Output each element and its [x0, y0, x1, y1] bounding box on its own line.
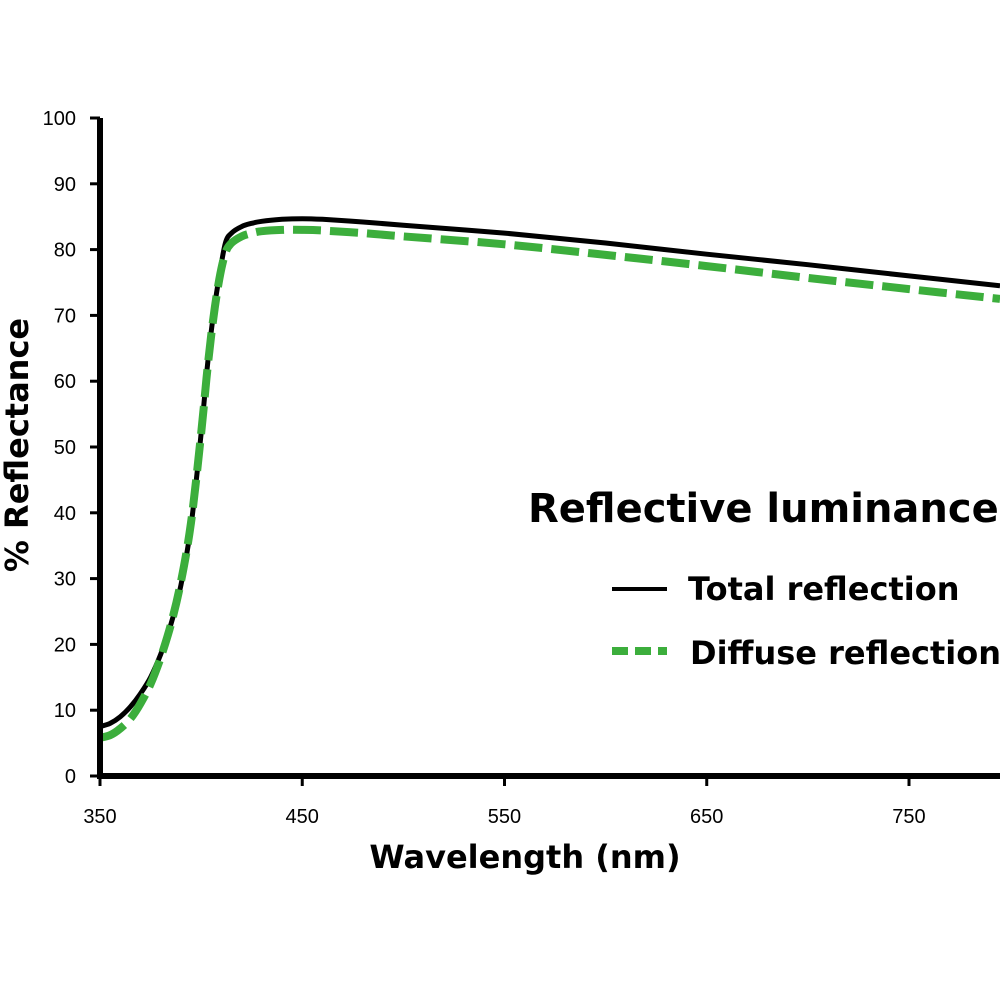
legend-title: Reflective luminance	[528, 486, 999, 532]
x-tick-label: 350	[83, 806, 116, 828]
y-tick-label: 100	[43, 108, 76, 130]
series-line-diffuse-reflection	[99, 225, 1000, 742]
y-tick-label: 10	[54, 700, 76, 722]
y-tick-label: 0	[65, 766, 76, 788]
legend: Reflective luminance Total reflection Di…	[528, 486, 1000, 672]
y-tick-label: 90	[54, 174, 76, 196]
y-tick-label: 50	[54, 437, 76, 459]
x-tick-label: 450	[286, 806, 319, 828]
x-tick-label: 750	[892, 806, 925, 828]
y-tick-label: 40	[54, 503, 76, 525]
plot-area	[99, 216, 1000, 742]
y-tick-label: 60	[54, 371, 76, 393]
y-tick-label: 30	[54, 569, 76, 591]
y-tick-label: 80	[54, 240, 76, 262]
x-axis-title: Wavelength (nm)	[369, 838, 680, 876]
legend-label-diffuse-reflection: Diffuse reflection	[690, 634, 1000, 672]
y-tick-label: 20	[54, 634, 76, 656]
y-axis-title: % Reflectance	[0, 318, 36, 572]
y-tick-label: 70	[54, 305, 76, 327]
legend-label-total-reflection: Total reflection	[688, 570, 959, 608]
tick-marks: 0 10 20 30 40 50 60 70 80 90 100 350 450 550 650 750	[43, 108, 926, 828]
x-tick-label: 650	[690, 806, 723, 828]
axes	[97, 118, 1000, 779]
x-tick-label: 550	[488, 806, 521, 828]
